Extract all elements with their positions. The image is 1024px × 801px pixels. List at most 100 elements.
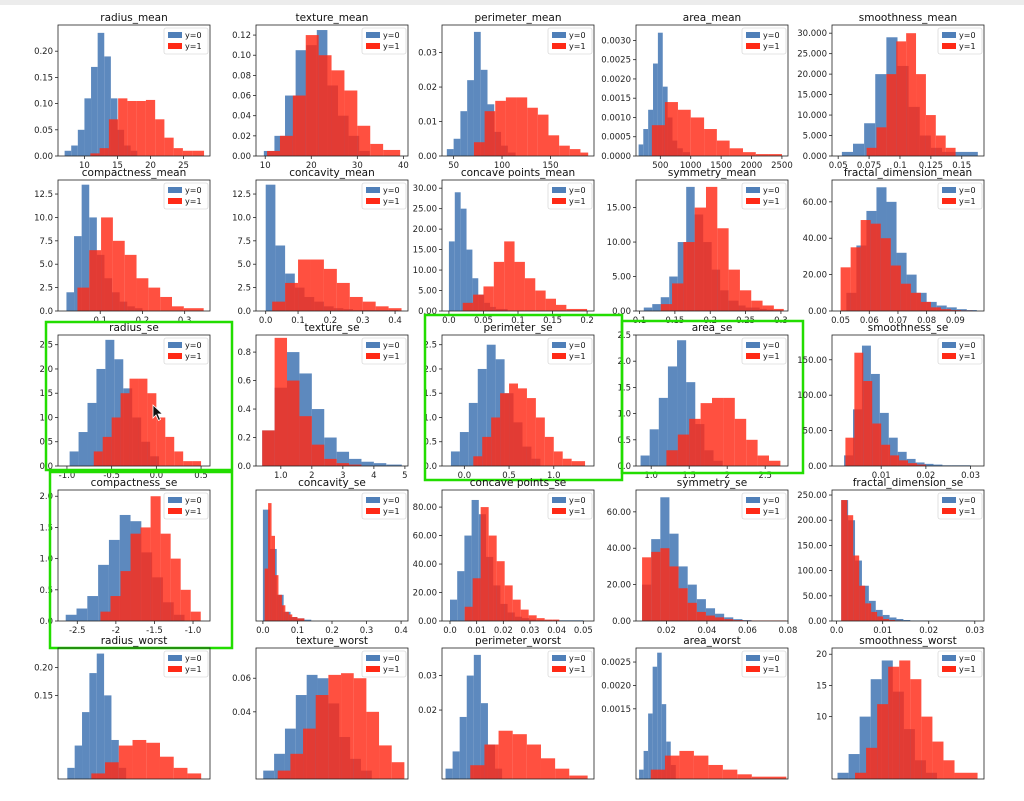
bar-y1 [841, 267, 851, 311]
bar-y0 [639, 144, 644, 156]
bar-y1 [729, 270, 740, 311]
y-tick-label: 0.04 [232, 708, 251, 718]
y-tick-label: 0.00 [808, 617, 827, 627]
chart-title: area_worst [683, 635, 741, 647]
bar-y1 [127, 101, 136, 156]
bar-y1 [740, 290, 751, 311]
legend-label: y=1 [185, 665, 202, 674]
bar-y1 [946, 148, 956, 156]
y-tick-label: 2.5 [617, 331, 631, 341]
y-tick-label: 7.5 [237, 237, 251, 247]
bar-y1 [563, 459, 572, 466]
bar-y1 [191, 612, 201, 621]
legend-swatch-y1 [942, 198, 956, 204]
bar-y1 [118, 98, 127, 156]
bar-y1 [921, 302, 931, 311]
chart-title: texture_se [304, 322, 359, 334]
bar-y1 [278, 595, 281, 621]
bar-y1 [555, 769, 569, 779]
bar-y0 [263, 771, 274, 779]
legend-swatch-y1 [942, 43, 956, 49]
y-tick-label: 0.0015 [601, 705, 631, 715]
legend-label: y=1 [185, 42, 202, 51]
bar-y1 [679, 751, 693, 779]
bar-y1 [341, 673, 354, 779]
legend-swatch-y0 [746, 187, 760, 193]
legend-swatch-y1 [366, 666, 380, 672]
bar-y1 [863, 381, 872, 466]
legend-swatch-y0 [942, 497, 956, 503]
legend-label: y=1 [959, 665, 976, 674]
bar-y1 [265, 569, 268, 621]
y-tick-label: 1.5 [617, 383, 631, 393]
y-tick-label: 0.10 [34, 100, 53, 110]
bar-y1 [943, 760, 954, 779]
bar-y1 [328, 675, 341, 779]
bar-y1 [515, 262, 525, 311]
bar-y1 [485, 111, 496, 156]
chart-title: smoothness_se [868, 322, 949, 334]
y-tick-label: 0.0 [237, 307, 251, 317]
y-tick-label: 30.00 [413, 184, 437, 194]
y-tick-label: 0.04 [232, 112, 251, 122]
legend-swatch-y0 [168, 187, 182, 193]
bar-y1 [697, 612, 706, 621]
bar-y1 [483, 286, 493, 311]
chart-title: concave points_mean [461, 167, 575, 179]
bar-y1 [886, 74, 896, 156]
bar-y1 [337, 463, 349, 466]
y-tick-label: 0.0020 [601, 681, 631, 691]
y-tick-label: 40.00 [607, 544, 631, 554]
bar-y1 [509, 384, 518, 466]
bar-y1 [332, 70, 345, 156]
bar-y1 [482, 437, 491, 466]
bar-y1 [171, 559, 181, 621]
bar-y1 [910, 679, 921, 779]
bar-y1 [474, 142, 485, 156]
bar-y1 [866, 748, 877, 779]
bar-y1 [735, 419, 746, 466]
y-tick-label: 5.00 [612, 273, 631, 283]
bar-y0 [454, 139, 461, 156]
bar-y1 [525, 278, 535, 311]
bar-y1 [517, 97, 528, 156]
chart-title: perimeter_worst [475, 635, 561, 647]
bar-y1 [712, 398, 723, 466]
bar-y1 [470, 765, 484, 779]
legend: y=0y=1 [938, 28, 982, 54]
bar-y1 [181, 590, 191, 621]
y-tick-label: 0.00 [612, 617, 631, 627]
legend-swatch-y1 [746, 508, 760, 514]
bar-y1 [695, 208, 706, 311]
bar-y1 [872, 424, 881, 466]
y-tick-label: 0.02 [232, 132, 251, 142]
bar-y1 [554, 451, 563, 466]
bar-y0 [639, 770, 644, 779]
bar-y1 [473, 578, 481, 621]
bar-y0 [838, 773, 849, 779]
legend-swatch-y1 [746, 198, 760, 204]
chart-title: radius_se [109, 322, 159, 334]
y-tick-label: 0.4 [237, 405, 251, 415]
bar-y1 [183, 461, 192, 466]
legend-swatch-y0 [366, 32, 380, 38]
legend-label: y=0 [959, 186, 976, 195]
bar-y1 [926, 115, 936, 156]
bar-y1 [148, 288, 160, 311]
bar-y0 [453, 751, 460, 779]
legend-swatch-y0 [746, 32, 760, 38]
bar-y1 [101, 217, 113, 311]
bar-y0 [652, 304, 660, 311]
bar-y1 [537, 618, 545, 621]
bar-y1 [931, 307, 941, 311]
bar-y1 [119, 746, 133, 779]
bar-y1 [164, 138, 173, 156]
bar-y1 [683, 242, 694, 311]
bar-y0 [467, 250, 473, 311]
bar-y1 [556, 305, 566, 311]
y-tick-label: 0.12 [232, 31, 251, 41]
bar-y1 [165, 437, 174, 466]
bar-y1 [672, 283, 683, 311]
y-tick-label: 15.00 [413, 246, 437, 256]
bar-y1 [272, 536, 275, 621]
